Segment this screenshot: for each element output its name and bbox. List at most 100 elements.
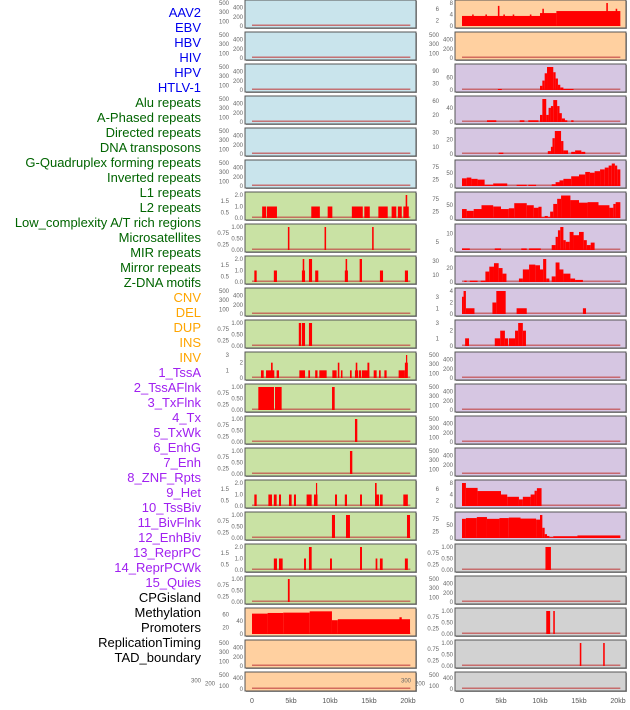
data-bar (501, 209, 509, 218)
y-tick-label: 200 (233, 79, 244, 85)
y-tick-label: 1.00 (231, 321, 243, 327)
y-tick-label: 500 (429, 417, 440, 423)
data-bar (288, 494, 292, 506)
y-tick-label: 1.0 (235, 269, 244, 275)
data-bar (581, 151, 586, 154)
baseline-track (252, 248, 411, 250)
y-tick-label: 4 (450, 493, 454, 499)
data-bar (507, 496, 519, 506)
legend-label: 8_ZNF_Rpts (127, 470, 201, 485)
data-bar (473, 209, 482, 218)
data-bar (283, 612, 310, 634)
data-bar (344, 494, 348, 506)
baseline-track (252, 152, 411, 154)
y-tick-label: 0.5 (221, 498, 230, 504)
data-bar (516, 308, 527, 314)
y-tick-label: 0.5 (221, 274, 230, 280)
data-bar (544, 534, 548, 538)
y-tick-label: 1.00 (231, 225, 243, 231)
y-tick-label: 2 (240, 361, 244, 367)
data-bar (373, 370, 377, 378)
data-bar (503, 14, 505, 26)
data-bar (540, 269, 544, 282)
data-bar (486, 120, 497, 122)
y-tick-label: 6 (436, 7, 440, 13)
data-bar (492, 302, 497, 314)
left-panel: 0.000.250.500.751.00 (217, 447, 417, 478)
data-bar (571, 120, 574, 122)
data-bar (315, 483, 318, 506)
data-bar (498, 152, 504, 154)
right-panel: 0 2 4 6 8 (436, 479, 627, 510)
legend-label: DNA transposons (100, 140, 202, 155)
y-tick-label: 0 (450, 248, 454, 254)
y-tick-label: 2.0 (235, 193, 244, 199)
legend-label: 9_Het (166, 485, 201, 500)
y-tick-label: 500 (219, 641, 230, 647)
baseline-track (462, 376, 621, 378)
data-bar (498, 268, 503, 282)
y-tick-label: 100 (219, 83, 230, 89)
data-bar (404, 270, 408, 282)
data-bar (594, 171, 601, 186)
data-bar (364, 206, 370, 218)
y-tick-label: 100 (219, 179, 230, 185)
y-tick-label: 0 (450, 152, 454, 158)
data-bar (557, 84, 561, 90)
right-panel: 0 2 4 6 8 (436, 0, 627, 30)
data-bar (477, 179, 485, 186)
data-bar (372, 227, 374, 250)
data-bar (571, 151, 576, 154)
right-panel: 0 10 20 30 (432, 255, 627, 286)
data-bar (551, 276, 556, 282)
data-bar (536, 519, 540, 538)
y-tick-label: 100 (219, 147, 230, 153)
data-bar (547, 217, 551, 218)
data-bar (540, 114, 543, 122)
data-bar (360, 547, 362, 570)
legend-label: MIR repeats (130, 245, 201, 260)
y-tick-label: 1.00 (441, 609, 453, 615)
data-bar (273, 270, 277, 282)
y-tick-label: 300 (219, 138, 230, 144)
data-bar (608, 165, 612, 186)
panel-background (454, 447, 627, 477)
data-bar (367, 362, 370, 378)
data-bar (311, 206, 320, 218)
data-bar (514, 203, 527, 218)
y-tick-label: 100 (219, 307, 230, 313)
y-tick-label: 100 (219, 115, 230, 121)
y-tick-label: 0 (450, 600, 454, 606)
data-bar (306, 494, 312, 506)
data-bar (518, 323, 523, 346)
data-bar (462, 15, 540, 26)
y-tick-label: 2.0 (235, 481, 244, 487)
data-bar (548, 107, 551, 122)
y-tick-label: 100 (429, 51, 440, 57)
data-bar (337, 362, 340, 378)
right-panel: 0 5 10 (436, 223, 627, 254)
y-tick-label: 0.0 (235, 216, 244, 222)
data-bar (301, 323, 306, 346)
y-tick-label: 2 (436, 18, 440, 24)
legend-label: L1 repeats (140, 185, 202, 200)
data-bar (462, 296, 464, 314)
legend-label: Alu repeats (135, 95, 201, 110)
y-tick-label: 400 (443, 676, 454, 682)
y-tick-label: 0 (240, 687, 244, 693)
y-tick-label: 400 (233, 134, 244, 140)
data-bar (570, 200, 579, 218)
y-tick-label: 0 (450, 88, 454, 94)
y-tick-label: 2 (450, 329, 454, 335)
y-tick-label: 400 (233, 6, 244, 12)
data-bar (613, 203, 616, 218)
data-bar (541, 217, 545, 218)
data-bar (471, 178, 478, 186)
data-bar (583, 240, 587, 250)
baseline-track (462, 687, 621, 689)
data-bar (538, 206, 542, 218)
data-bar (555, 262, 560, 282)
y-tick-label: 0 (240, 56, 244, 62)
data-bar (556, 11, 621, 26)
